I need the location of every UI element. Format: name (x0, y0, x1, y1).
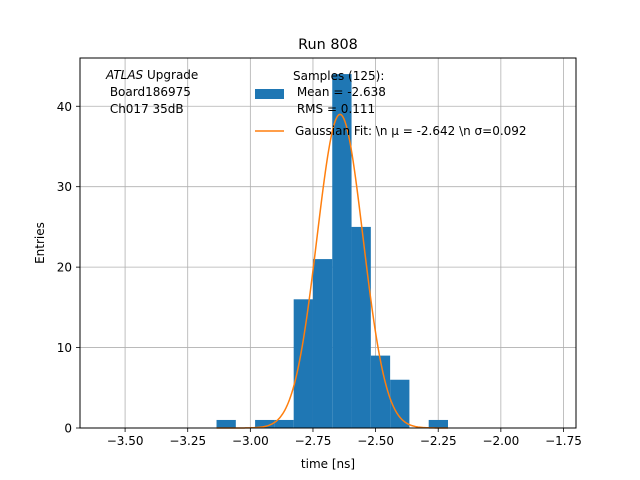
x-tick-label-5: −2.25 (420, 434, 457, 448)
legend-hist-label-2: Mean = -2.638 (293, 85, 386, 99)
x-tick-label-7: −1.75 (545, 434, 582, 448)
hist-bar-4 (293, 299, 313, 428)
x-tick-label-2: −3.00 (232, 434, 269, 448)
y-tick-label-4: 40 (57, 100, 72, 114)
atlas-annotation: ATLAS Upgrade Board186975 Ch017 35dB (105, 68, 198, 116)
hist-bar-6 (332, 74, 352, 428)
x-tick-label-4: −2.50 (357, 434, 394, 448)
x-tick-label-1: −3.25 (169, 434, 206, 448)
legend-fit-label: Gaussian Fit: \n μ = -2.642 \n σ=0.092 (295, 124, 527, 138)
legend: Samples (125): Mean = -2.638 RMS = 0.111… (255, 69, 527, 138)
hist-bar-7 (351, 226, 371, 428)
hist-bar-8 (370, 355, 391, 428)
hist-bar-9 (390, 379, 410, 428)
hist-bar-11 (428, 419, 448, 428)
annotation-upgrade: Upgrade (143, 68, 198, 82)
y-tick-label-0: 0 (64, 422, 72, 436)
hist-bar-3 (274, 419, 294, 428)
svg-text:ATLAS Upgrade: ATLAS Upgrade (105, 68, 198, 82)
legend-hist-patch (255, 89, 284, 99)
x-axis-label: time [ns] (301, 457, 355, 471)
annotation-atlas: ATLAS (105, 68, 144, 82)
plot-frame (79, 57, 577, 429)
legend-hist-label-1: Samples (125): (293, 69, 384, 83)
chart-title: Run 808 (298, 37, 358, 53)
hist-bar-0 (216, 419, 236, 428)
y-tick-label-1: 10 (57, 341, 72, 355)
x-axis-ticks: −3.50 −3.25 −3.00 −2.75 −2.50 −2.25 −2.00 −1.75 (107, 428, 582, 448)
y-tick-label-2: 20 (57, 261, 72, 275)
y-axis-label: Entries (33, 222, 47, 264)
annotation-channel: Ch017 35dB (106, 102, 184, 116)
histogram-bars (216, 74, 448, 428)
x-tick-label-3: −2.75 (295, 434, 332, 448)
annotation-board: Board186975 (106, 85, 191, 99)
hist-bar-5 (312, 259, 333, 428)
x-tick-label-6: −2.00 (482, 434, 519, 448)
hist-bar-2 (255, 419, 275, 428)
grid-lines (80, 58, 576, 429)
legend-hist-label-3: RMS = 0.111 (293, 102, 375, 116)
x-tick-label-0: −3.50 (107, 434, 144, 448)
y-tick-label-3: 30 (57, 180, 72, 194)
y-axis-ticks: 0 10 20 30 40 (57, 100, 80, 436)
